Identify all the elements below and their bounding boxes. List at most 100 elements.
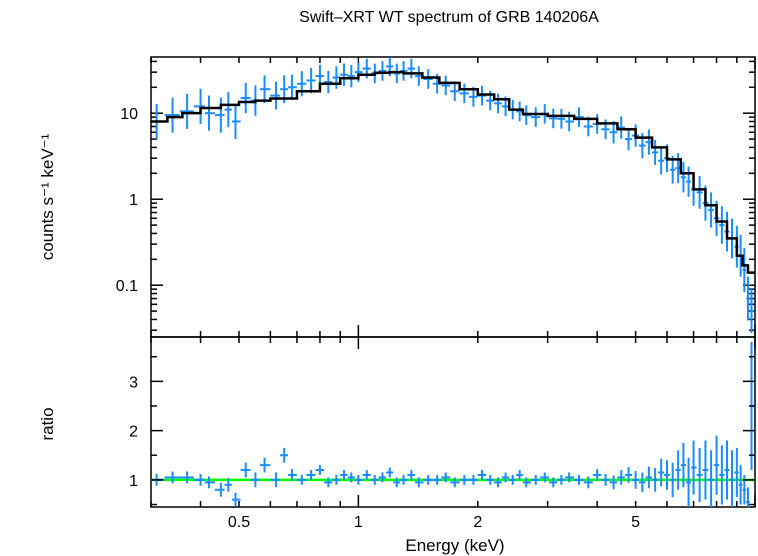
- data-point: [407, 58, 416, 79]
- data-point: [609, 121, 618, 144]
- data-point: [280, 447, 289, 463]
- data-point: [638, 472, 646, 493]
- data-point: [340, 470, 348, 480]
- data-point: [468, 474, 478, 485]
- data-point: [696, 447, 703, 503]
- data-point: [315, 465, 325, 475]
- data-point: [164, 97, 180, 133]
- data-point: [407, 470, 416, 480]
- data-point: [477, 470, 487, 480]
- data-point: [214, 97, 225, 133]
- data-point: [522, 477, 531, 488]
- data-point: [746, 487, 750, 507]
- spectrum-y-axis-label: counts s⁻¹ keV⁻¹: [38, 133, 57, 260]
- data-point: [724, 440, 730, 500]
- ratio-data-points: [151, 341, 755, 507]
- data-point: [609, 475, 618, 490]
- data-point: [645, 466, 652, 489]
- data-point: [393, 63, 401, 84]
- data-point: [540, 472, 549, 483]
- ratio-panel-frame: [150, 336, 756, 508]
- data-point: [675, 450, 681, 490]
- data-point: [685, 166, 692, 197]
- data-point: [288, 469, 297, 481]
- data-point: [224, 477, 232, 492]
- data-point: [231, 103, 241, 140]
- data-point: [632, 471, 639, 489]
- data-point: [164, 471, 180, 484]
- data-point: [702, 440, 709, 500]
- data-point: [306, 470, 316, 480]
- data-point: [680, 162, 686, 193]
- spectrum-data-points: [151, 57, 755, 334]
- ratio-y-ticks: 3 2 1: [129, 355, 755, 506]
- data-point: [340, 63, 348, 86]
- data-point: [583, 476, 593, 489]
- data-point: [617, 470, 625, 485]
- ratio-panel: 3 2 1 ratio: [38, 336, 756, 508]
- data-point: [179, 93, 194, 129]
- data-point: [494, 477, 502, 488]
- data-point: [259, 75, 271, 104]
- data-point: [400, 474, 408, 485]
- data-point: [574, 474, 584, 485]
- spectrum-x-ticks: [150, 57, 756, 337]
- data-point: [746, 276, 750, 321]
- data-point: [509, 474, 517, 485]
- data-point: [651, 139, 659, 165]
- data-point: [332, 474, 341, 485]
- data-point: [680, 442, 686, 488]
- y-tick-label: 1: [129, 192, 138, 209]
- data-point: [324, 70, 333, 94]
- data-point: [324, 477, 333, 488]
- data-point: [250, 472, 260, 488]
- data-point: [441, 75, 451, 96]
- data-point: [347, 472, 355, 483]
- data-point: [624, 127, 633, 151]
- ratio-x-ticks: [150, 337, 756, 507]
- y-tick-label: 3: [129, 374, 138, 391]
- data-point: [708, 450, 714, 507]
- data-point: [691, 440, 697, 495]
- data-point: [224, 92, 232, 128]
- data-point: [386, 467, 394, 478]
- data-point: [548, 108, 558, 129]
- data-point: [565, 472, 575, 483]
- data-point: [734, 447, 739, 498]
- x-tick-labels: 0.5 1 2 5: [228, 514, 640, 531]
- data-point: [501, 472, 510, 483]
- spectrum-y-ticks: 10 1 0.1: [116, 60, 755, 331]
- data-point: [601, 473, 610, 486]
- data-point: [574, 107, 584, 127]
- y-tick-label: 2: [129, 424, 138, 441]
- data-point: [415, 477, 424, 488]
- data-point: [459, 83, 469, 104]
- data-point: [296, 474, 307, 485]
- data-point: [378, 61, 387, 81]
- data-point: [306, 67, 316, 94]
- data-point: [557, 109, 566, 129]
- data-point: [530, 474, 541, 485]
- data-point: [179, 471, 194, 484]
- y-tick-label: 1: [129, 473, 138, 490]
- data-point: [530, 107, 541, 127]
- data-point: [214, 482, 225, 497]
- data-point: [729, 450, 735, 507]
- data-point: [658, 146, 665, 175]
- x-tick-label: 5: [631, 514, 640, 531]
- data-point: [658, 458, 665, 487]
- data-point: [450, 477, 460, 488]
- data-point: [393, 477, 401, 488]
- ratio-y-axis-label: ratio: [38, 407, 57, 440]
- x-axis-label: Energy (keV): [405, 536, 504, 555]
- y-tick-label: 10: [120, 106, 138, 123]
- chart-title: Swift–XRT WT spectrum of GRB 140206A: [299, 9, 599, 26]
- data-point: [370, 474, 379, 485]
- data-point: [486, 474, 495, 485]
- x-tick-label: 1: [354, 514, 363, 531]
- data-point: [270, 81, 281, 110]
- x-tick-label: 2: [473, 514, 482, 531]
- model-curve: [151, 70, 755, 274]
- data-point: [713, 435, 720, 495]
- data-point: [459, 474, 469, 485]
